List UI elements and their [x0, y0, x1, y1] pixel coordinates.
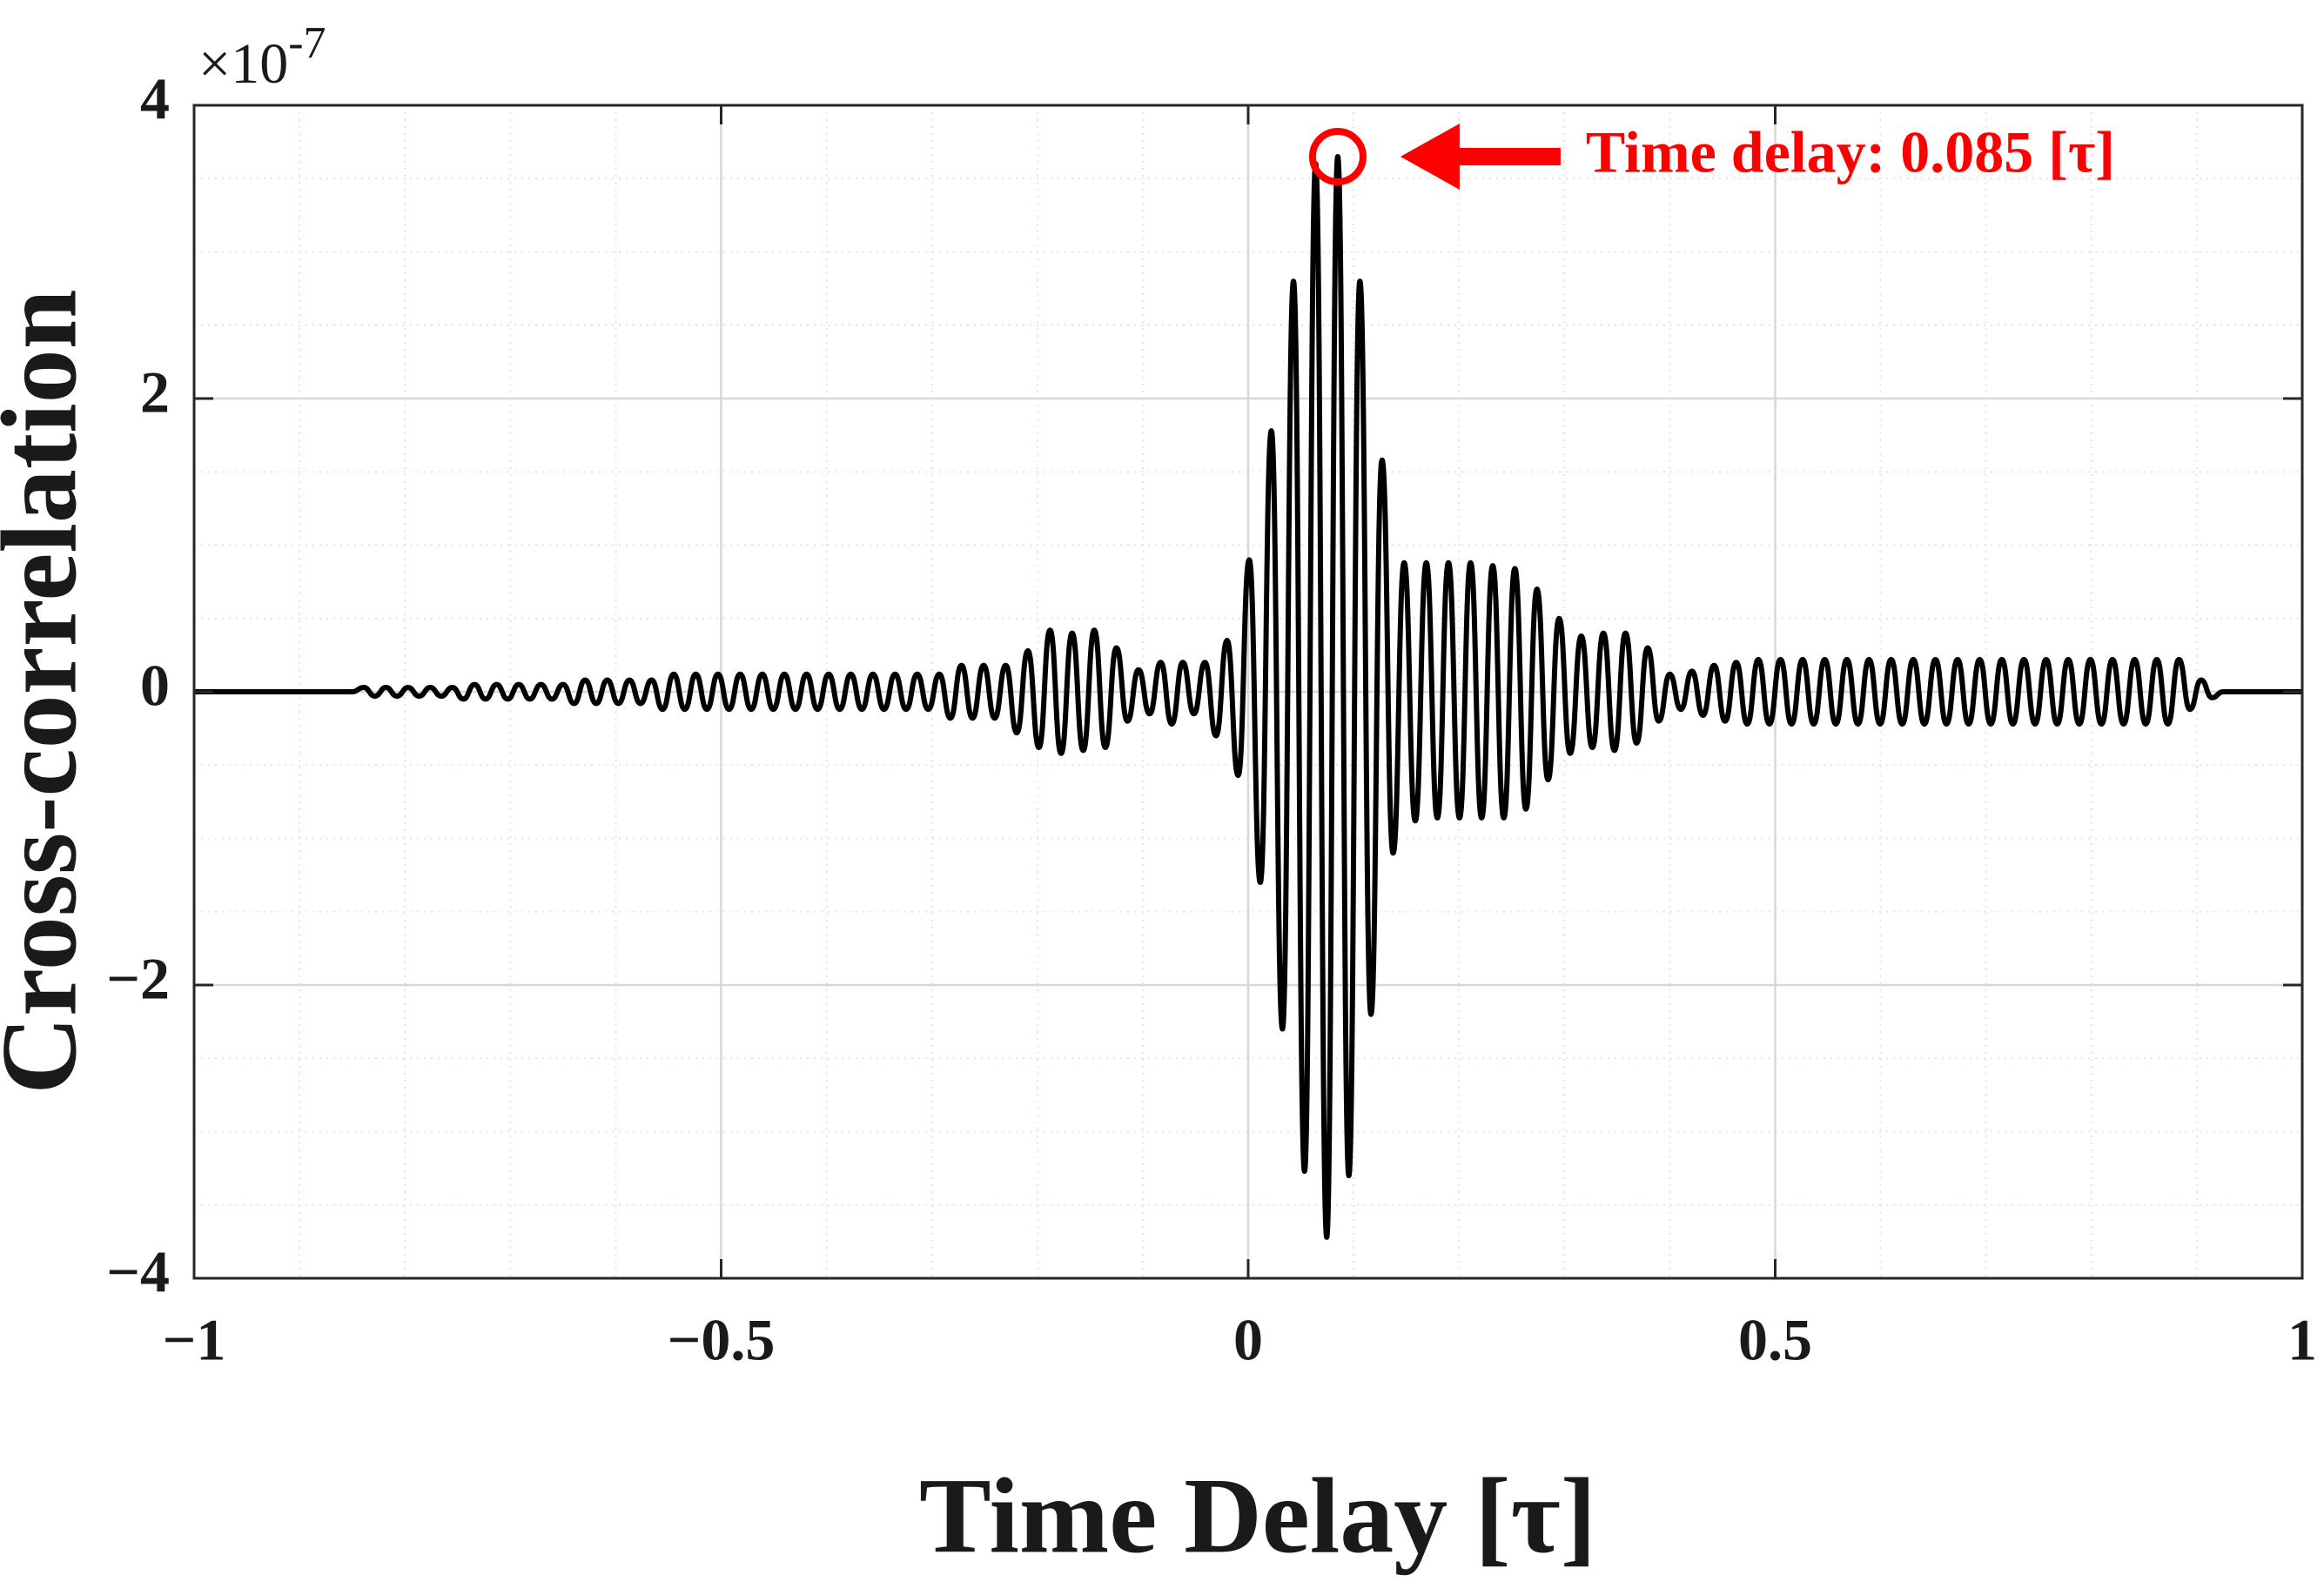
- x-axis-label: Time Delay [τ]: [919, 1456, 1596, 1575]
- annotation-marker: [1308, 127, 1367, 185]
- y-multiplier: ×10: [198, 32, 288, 96]
- x-tick-label: −0.5: [668, 1307, 776, 1373]
- y-tick-label: 2: [140, 359, 170, 426]
- x-tick-label: −1: [163, 1307, 226, 1373]
- y-tick-label: −4: [106, 1239, 170, 1305]
- annotation-arrow-head: [1400, 123, 1460, 190]
- y-exponent-power: -7: [288, 18, 326, 68]
- y-tick-label: −2: [106, 946, 170, 1012]
- x-tick-label: 1: [2287, 1307, 2317, 1373]
- y-axis-label: Cross-correlation: [0, 289, 98, 1094]
- data-line: [194, 153, 2302, 1240]
- y-exponent: ×10-7: [198, 18, 326, 96]
- y-tick-label: 0: [140, 653, 170, 719]
- annotation-arrow-shaft: [1457, 147, 1561, 165]
- plot: [194, 153, 2302, 1240]
- x-tick-label: 0.5: [1738, 1307, 1812, 1373]
- annotation-text: Time delay: 0.085 [τ]: [1586, 119, 2115, 185]
- x-tick-label: 0: [1233, 1307, 1263, 1373]
- axes-box: [192, 104, 2304, 1280]
- y-tick-label: 4: [140, 66, 170, 132]
